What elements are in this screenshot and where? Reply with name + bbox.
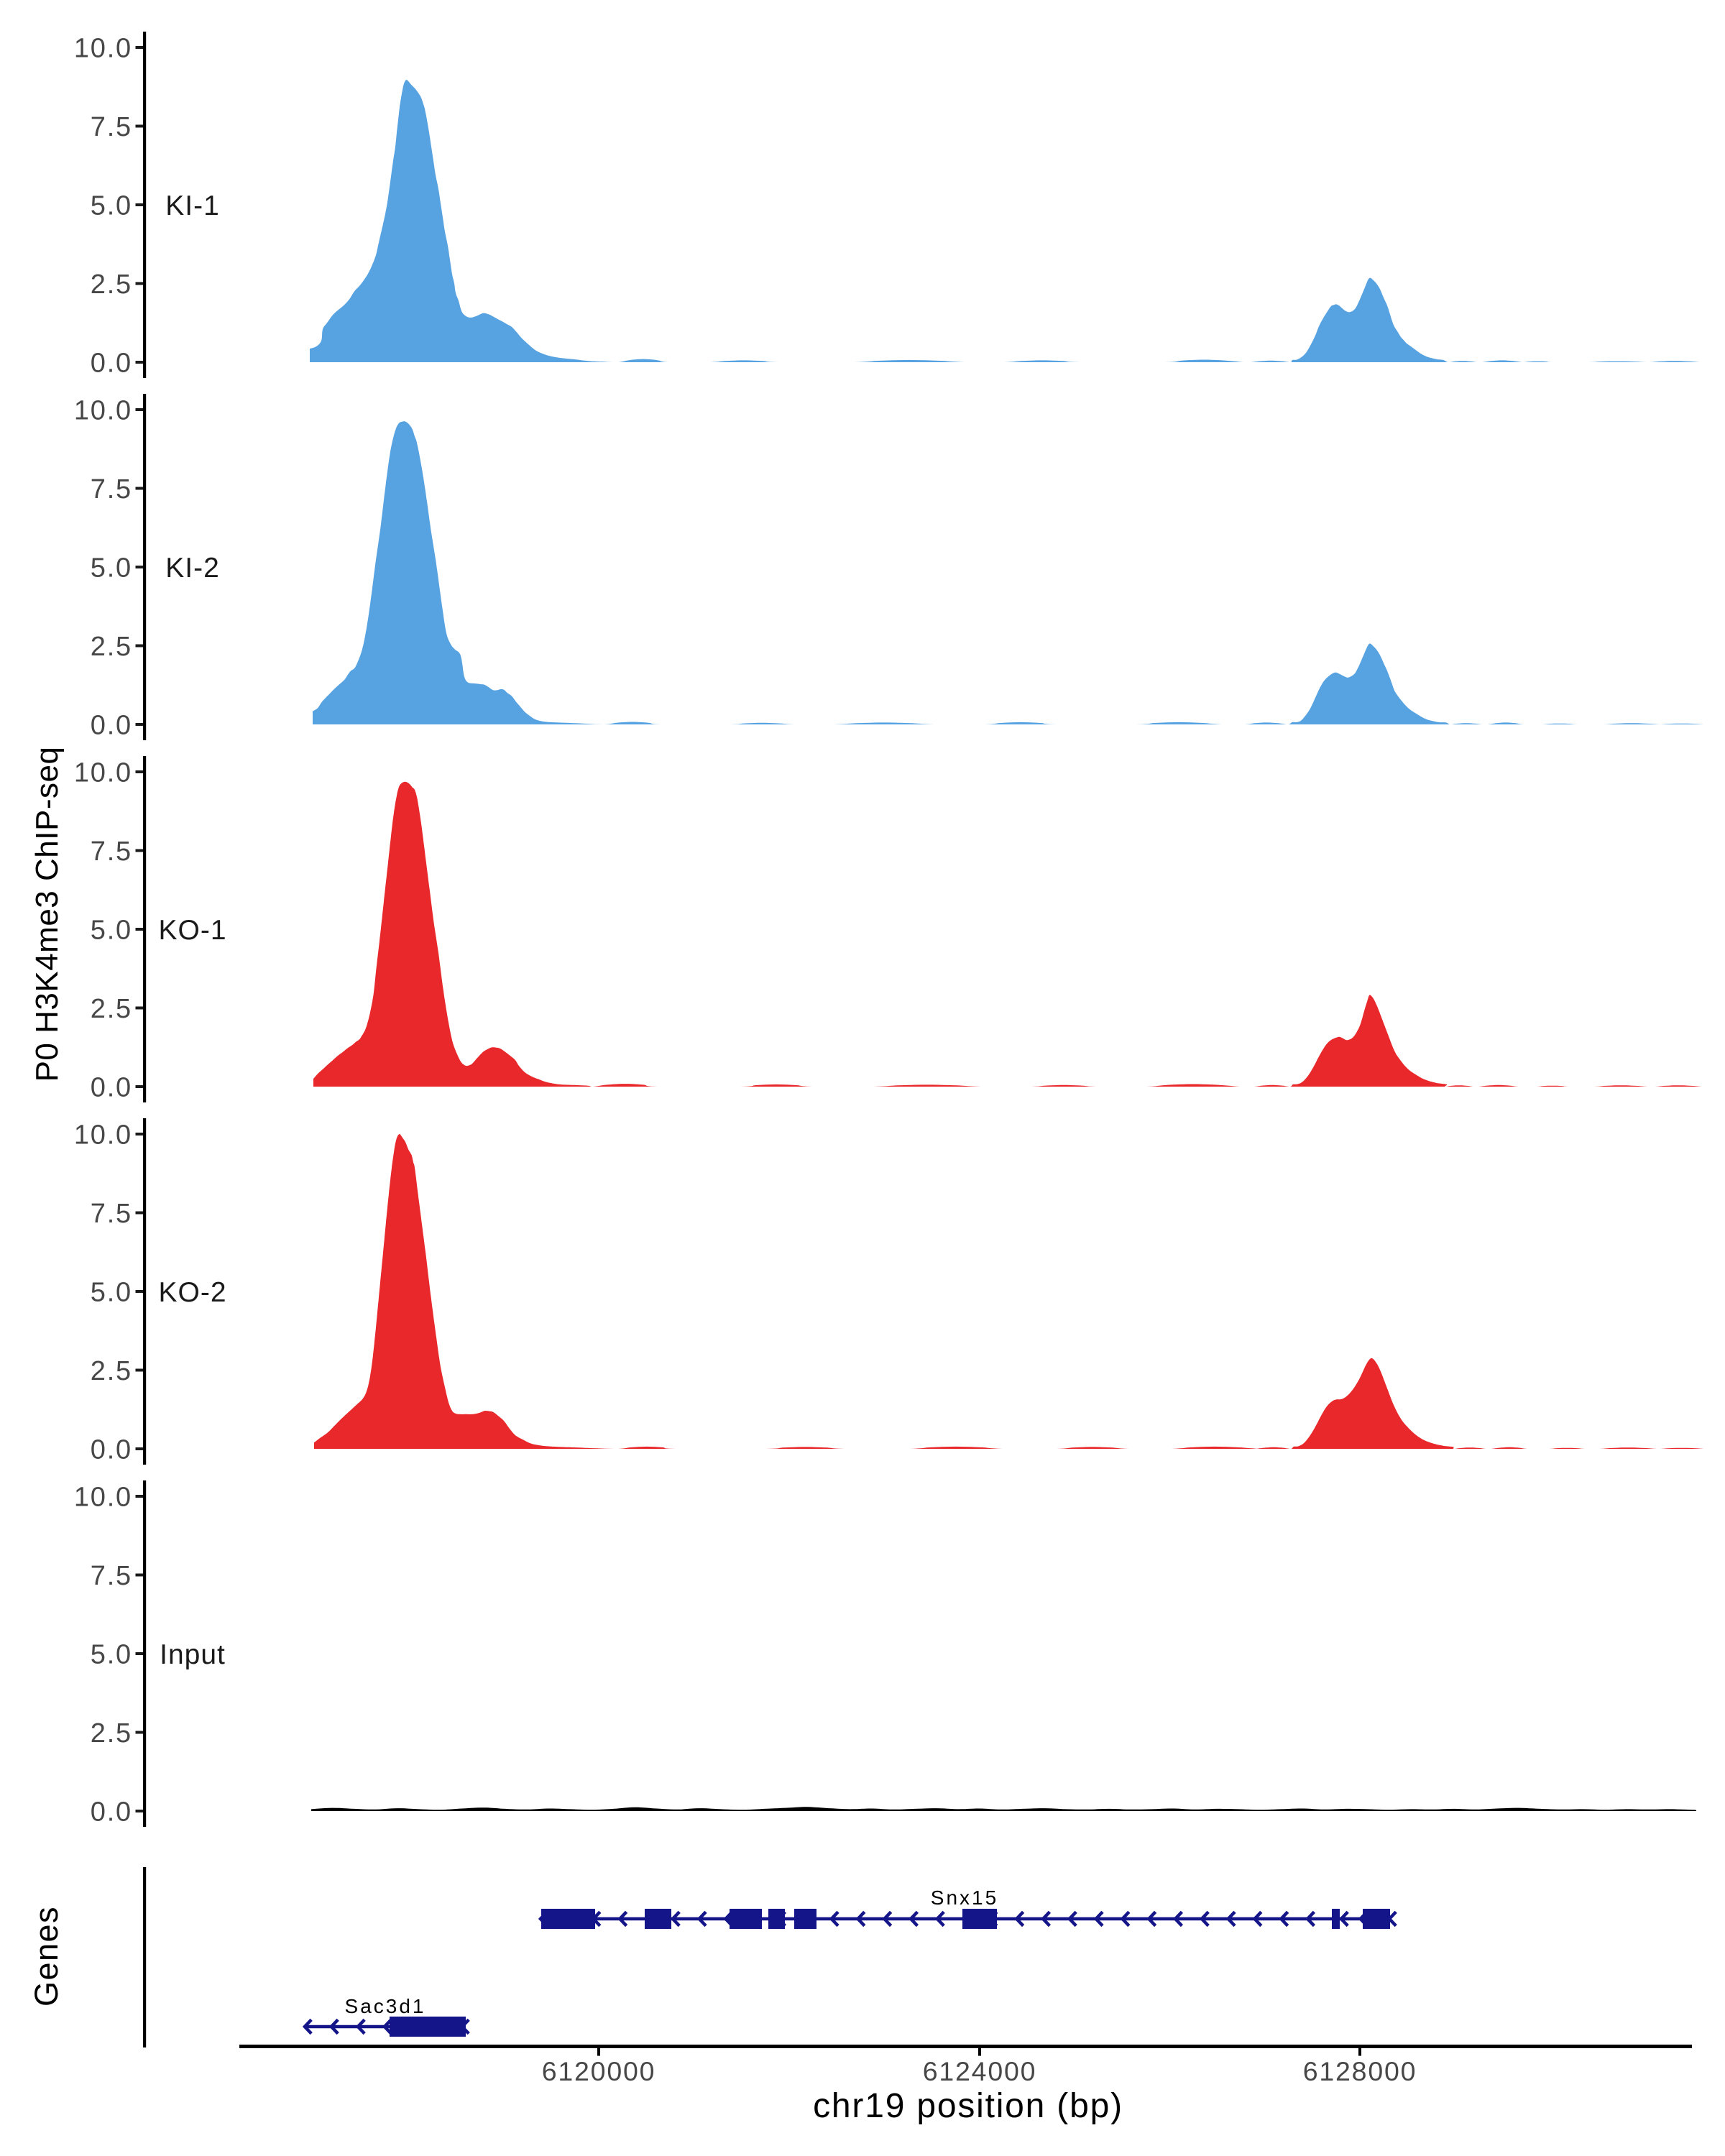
svg-text:5.0: 5.0	[91, 1640, 132, 1670]
svg-text:5.0: 5.0	[91, 1278, 132, 1308]
svg-text:10.0: 10.0	[74, 1120, 132, 1151]
svg-text:6120000: 6120000	[542, 2056, 656, 2086]
svg-text:10.0: 10.0	[74, 34, 132, 64]
svg-text:Snx15: Snx15	[931, 1886, 998, 1909]
svg-text:5.0: 5.0	[91, 916, 132, 946]
svg-text:0.0: 0.0	[91, 349, 132, 379]
svg-text:KI-1: KI-1	[165, 190, 220, 221]
svg-text:KO-1: KO-1	[158, 915, 226, 946]
svg-text:Genes: Genes	[28, 1906, 65, 2007]
svg-text:KO-2: KO-2	[158, 1277, 226, 1308]
svg-text:2.5: 2.5	[91, 270, 132, 300]
svg-text:7.5: 7.5	[91, 112, 132, 142]
svg-text:10.0: 10.0	[74, 758, 132, 788]
svg-text:0.0: 0.0	[91, 1797, 132, 1828]
svg-text:7.5: 7.5	[91, 837, 132, 867]
svg-text:2.5: 2.5	[91, 1718, 132, 1749]
svg-text:0.0: 0.0	[91, 711, 132, 741]
svg-text:2.5: 2.5	[91, 1356, 132, 1386]
svg-text:7.5: 7.5	[91, 1199, 132, 1229]
svg-text:7.5: 7.5	[91, 1561, 132, 1591]
svg-text:6128000: 6128000	[1303, 2056, 1417, 2086]
svg-text:5.0: 5.0	[91, 553, 132, 584]
svg-text:2.5: 2.5	[91, 994, 132, 1024]
svg-text:7.5: 7.5	[91, 474, 132, 505]
svg-text:P0 H3K4me3 ChIP-seq: P0 H3K4me3 ChIP-seq	[29, 747, 65, 1082]
svg-text:Sac3d1: Sac3d1	[345, 1995, 426, 2017]
svg-text:Input: Input	[160, 1639, 226, 1670]
svg-text:0.0: 0.0	[91, 1435, 132, 1465]
svg-text:chr19 position (bp): chr19 position (bp)	[813, 2087, 1123, 2125]
svg-text:5.0: 5.0	[91, 191, 132, 221]
svg-text:6124000: 6124000	[923, 2056, 1037, 2086]
svg-text:KI-2: KI-2	[165, 553, 220, 584]
svg-text:10.0: 10.0	[74, 396, 132, 426]
svg-text:10.0: 10.0	[74, 1483, 132, 1513]
svg-text:2.5: 2.5	[91, 632, 132, 662]
svg-text:0.0: 0.0	[91, 1073, 132, 1103]
